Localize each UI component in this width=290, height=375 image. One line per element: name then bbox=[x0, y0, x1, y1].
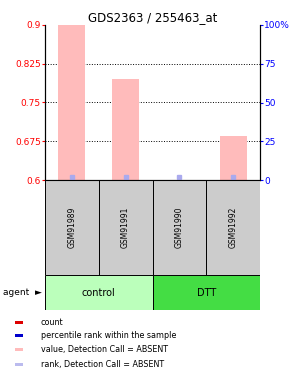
Text: GSM91989: GSM91989 bbox=[67, 207, 76, 248]
Text: GSM91991: GSM91991 bbox=[121, 207, 130, 248]
Bar bbox=[14, 348, 23, 351]
Bar bbox=[153, 180, 206, 275]
Bar bbox=[206, 180, 260, 275]
Text: count: count bbox=[41, 318, 63, 327]
Text: agent  ►: agent ► bbox=[3, 288, 42, 297]
Bar bbox=[45, 275, 153, 310]
Text: percentile rank within the sample: percentile rank within the sample bbox=[41, 331, 176, 340]
Text: GSM91990: GSM91990 bbox=[175, 207, 184, 248]
Bar bbox=[153, 275, 260, 310]
Text: rank, Detection Call = ABSENT: rank, Detection Call = ABSENT bbox=[41, 360, 164, 369]
Bar bbox=[220, 136, 246, 180]
Bar bbox=[14, 321, 23, 324]
Text: DTT: DTT bbox=[197, 288, 216, 297]
Bar bbox=[45, 180, 99, 275]
Bar bbox=[99, 180, 153, 275]
Bar bbox=[112, 79, 139, 180]
Bar bbox=[14, 363, 23, 366]
Bar bbox=[14, 334, 23, 337]
Text: value, Detection Call = ABSENT: value, Detection Call = ABSENT bbox=[41, 345, 168, 354]
Text: control: control bbox=[82, 288, 116, 297]
Bar bbox=[59, 25, 85, 180]
Text: GSM91992: GSM91992 bbox=[229, 207, 238, 248]
Title: GDS2363 / 255463_at: GDS2363 / 255463_at bbox=[88, 11, 217, 24]
